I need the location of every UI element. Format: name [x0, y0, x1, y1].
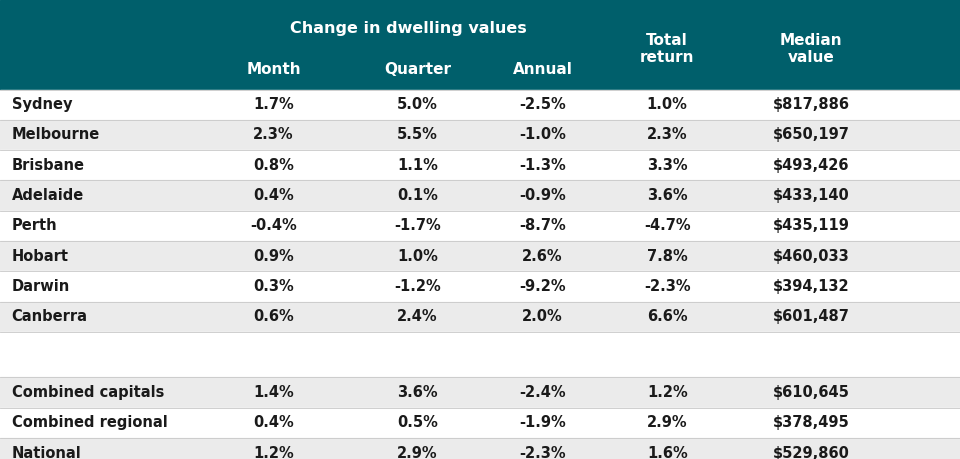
Text: -0.9%: -0.9% — [519, 188, 565, 203]
Text: 0.9%: 0.9% — [253, 249, 294, 263]
Text: -2.5%: -2.5% — [519, 97, 565, 112]
Bar — [0, 241, 960, 271]
Text: Combined regional: Combined regional — [12, 415, 167, 430]
Text: Brisbane: Brisbane — [12, 158, 84, 173]
Text: Change in dwelling values: Change in dwelling values — [290, 21, 526, 36]
Text: 0.3%: 0.3% — [253, 279, 294, 294]
Text: 1.1%: 1.1% — [397, 158, 438, 173]
Text: $493,426: $493,426 — [773, 158, 850, 173]
Text: 2.3%: 2.3% — [647, 128, 687, 142]
Bar — [0, 377, 960, 408]
Text: 0.6%: 0.6% — [253, 309, 294, 324]
Text: -1.3%: -1.3% — [519, 158, 565, 173]
Text: 0.4%: 0.4% — [253, 188, 294, 203]
Text: 0.5%: 0.5% — [397, 415, 438, 430]
Bar — [0, 271, 960, 302]
Bar — [0, 302, 960, 332]
Text: 3.6%: 3.6% — [397, 385, 438, 400]
Text: National: National — [12, 446, 82, 459]
Text: 6.6%: 6.6% — [647, 309, 687, 324]
Text: $460,033: $460,033 — [773, 249, 850, 263]
Text: -1.2%: -1.2% — [395, 279, 441, 294]
Text: 5.5%: 5.5% — [397, 128, 438, 142]
Text: 5.0%: 5.0% — [397, 97, 438, 112]
Text: -0.4%: -0.4% — [251, 218, 297, 233]
Text: 0.8%: 0.8% — [253, 158, 294, 173]
Text: Sydney: Sydney — [12, 97, 72, 112]
Bar — [0, 90, 960, 120]
Bar — [0, 150, 960, 180]
Text: 2.3%: 2.3% — [253, 128, 294, 142]
Text: -4.7%: -4.7% — [644, 218, 690, 233]
Text: $378,495: $378,495 — [773, 415, 850, 430]
Text: Perth: Perth — [12, 218, 58, 233]
Text: Annual: Annual — [513, 62, 572, 77]
Bar — [0, 211, 960, 241]
Text: 1.6%: 1.6% — [647, 446, 687, 459]
Text: 1.2%: 1.2% — [647, 385, 687, 400]
Text: Canberra: Canberra — [12, 309, 87, 324]
Text: -1.9%: -1.9% — [519, 415, 565, 430]
Text: $394,132: $394,132 — [773, 279, 850, 294]
Text: -9.2%: -9.2% — [519, 279, 565, 294]
Bar — [0, 408, 960, 438]
Text: -8.7%: -8.7% — [519, 218, 565, 233]
Text: Adelaide: Adelaide — [12, 188, 84, 203]
Text: 2.4%: 2.4% — [397, 309, 438, 324]
Text: 1.4%: 1.4% — [253, 385, 294, 400]
Text: 0.4%: 0.4% — [253, 415, 294, 430]
Text: Melbourne: Melbourne — [12, 128, 100, 142]
Text: -1.0%: -1.0% — [519, 128, 565, 142]
Text: -2.3%: -2.3% — [519, 446, 565, 459]
Text: 3.6%: 3.6% — [647, 188, 687, 203]
Bar — [0, 438, 960, 459]
Text: 1.7%: 1.7% — [253, 97, 294, 112]
Bar — [0, 180, 960, 211]
Text: -1.7%: -1.7% — [395, 218, 441, 233]
Text: Month: Month — [247, 62, 300, 77]
Text: Quarter: Quarter — [384, 62, 451, 77]
Text: -2.3%: -2.3% — [644, 279, 690, 294]
Bar — [0, 120, 960, 150]
Bar — [0, 0, 960, 90]
Text: 1.2%: 1.2% — [253, 446, 294, 459]
Text: 0.1%: 0.1% — [397, 188, 438, 203]
Text: $601,487: $601,487 — [773, 309, 850, 324]
Text: -2.4%: -2.4% — [519, 385, 565, 400]
Text: Hobart: Hobart — [12, 249, 68, 263]
Text: 3.3%: 3.3% — [647, 158, 687, 173]
Text: 2.0%: 2.0% — [522, 309, 563, 324]
Text: Combined capitals: Combined capitals — [12, 385, 164, 400]
Text: $610,645: $610,645 — [773, 385, 850, 400]
Text: $817,886: $817,886 — [773, 97, 850, 112]
Text: $433,140: $433,140 — [773, 188, 850, 203]
Text: $529,860: $529,860 — [773, 446, 850, 459]
Text: 2.6%: 2.6% — [522, 249, 563, 263]
Text: 7.8%: 7.8% — [647, 249, 687, 263]
Text: $435,119: $435,119 — [773, 218, 850, 233]
Text: 1.0%: 1.0% — [397, 249, 438, 263]
Text: Darwin: Darwin — [12, 279, 70, 294]
Text: 2.9%: 2.9% — [647, 415, 687, 430]
Bar — [0, 332, 960, 377]
Text: 2.9%: 2.9% — [397, 446, 438, 459]
Text: $650,197: $650,197 — [773, 128, 850, 142]
Text: Median
value: Median value — [780, 33, 843, 66]
Text: Total
return: Total return — [640, 33, 694, 66]
Text: 1.0%: 1.0% — [647, 97, 687, 112]
